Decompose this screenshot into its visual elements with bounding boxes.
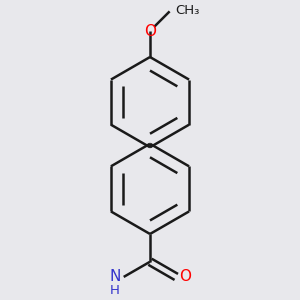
Text: O: O: [179, 269, 191, 284]
Text: N: N: [109, 269, 121, 284]
Text: O: O: [144, 23, 156, 38]
Text: H: H: [110, 284, 120, 297]
Text: CH₃: CH₃: [175, 4, 199, 17]
